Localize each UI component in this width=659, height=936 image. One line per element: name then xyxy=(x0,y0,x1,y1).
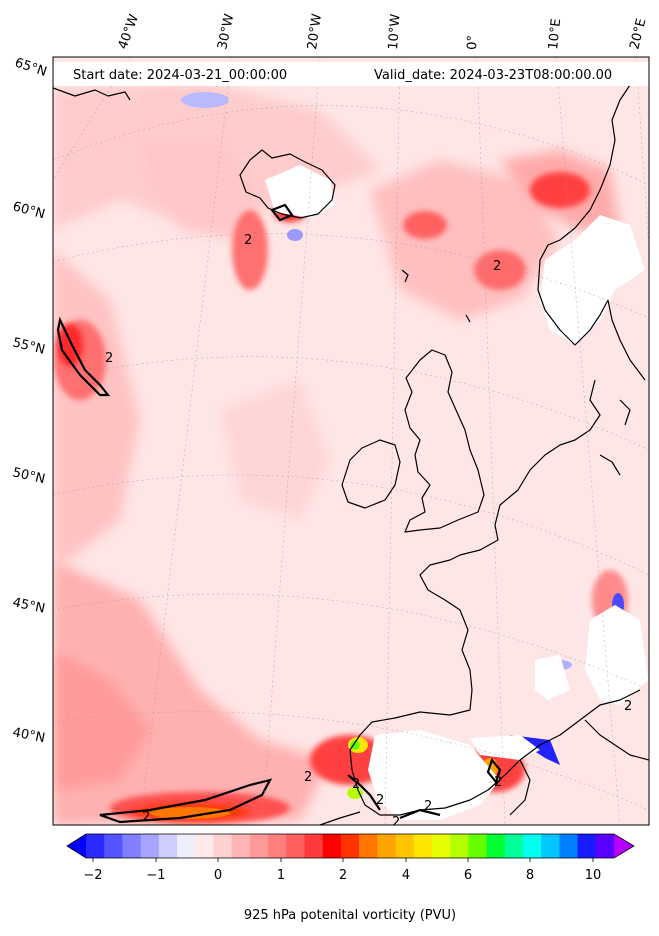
colorbar-cell xyxy=(249,834,269,858)
colorbar-tick-label: −2 xyxy=(83,868,102,883)
land-masks xyxy=(265,165,648,820)
colorbar-cell xyxy=(322,834,342,858)
colorbar-tick-label: 8 xyxy=(526,868,534,883)
lon-label: 0° xyxy=(465,35,481,50)
colorbar-cell xyxy=(486,834,506,858)
colorbar-cell xyxy=(140,834,160,858)
lon-label: 10°E xyxy=(546,18,564,51)
contour-label: 2 xyxy=(493,259,501,274)
latitude-labels: 65°N 60°N 55°N 50°N 45°N 40°N xyxy=(11,56,49,747)
graticule xyxy=(53,57,649,825)
colorbar-cell xyxy=(413,834,433,858)
contour-label: 2 xyxy=(424,799,432,814)
colorbar-cell xyxy=(359,834,378,858)
colorbar-cells xyxy=(86,834,615,858)
colorbar-tick-label: 4 xyxy=(402,868,410,883)
colorbar-cell xyxy=(86,834,105,858)
colorbar-cell xyxy=(431,834,451,858)
contour-label: 2 xyxy=(105,351,113,366)
contour-label: 2 xyxy=(494,775,502,790)
colorbar-cell xyxy=(213,834,233,858)
lat-label: 60°N xyxy=(11,199,47,222)
contour-label: 2 xyxy=(142,810,150,825)
colorbar-cell xyxy=(522,834,542,858)
colorbar-cell xyxy=(304,834,324,858)
colorbar-extend-right xyxy=(614,834,634,858)
alps-mask xyxy=(585,605,648,705)
colorbar-cell xyxy=(177,834,196,858)
colorbar-cell xyxy=(122,834,142,858)
colorbar-cell xyxy=(104,834,124,858)
map-panel: 2 2 2 2 2 2 2 2 2 2 2 xyxy=(53,57,649,830)
colorbar-outline xyxy=(66,833,635,859)
colorbar-tick-label: 6 xyxy=(464,868,472,883)
colorbar-tick-label: −1 xyxy=(146,868,165,883)
colorbar-cell xyxy=(395,834,415,858)
colorbar-cell xyxy=(377,834,397,858)
pv-2-contours xyxy=(56,203,502,824)
colorbar-cell xyxy=(340,834,360,858)
valid-date-label: Valid_date: 2024-03-23T08:00:00.00 xyxy=(374,68,612,83)
lat-label: 50°N xyxy=(11,465,46,487)
contour-label: 2 xyxy=(376,793,384,808)
coastlines xyxy=(53,69,649,825)
colorbar-cell xyxy=(577,834,597,858)
colorbar-cell xyxy=(158,834,178,858)
colorbar-cell xyxy=(559,834,579,858)
colorbar-tick-label: 10 xyxy=(585,868,602,883)
contour-label: 2 xyxy=(392,815,400,830)
colorbar-cell xyxy=(468,834,488,858)
iberia-mask-2 xyxy=(470,735,540,760)
lon-label: 20°W xyxy=(305,13,325,51)
lat-label: 45°N xyxy=(11,595,46,616)
contour-label: 2 xyxy=(304,770,312,785)
lon-label: 20°E xyxy=(627,17,649,51)
contour-label: 2 xyxy=(624,699,632,714)
header-band xyxy=(53,62,649,86)
contour-labels: 2 2 2 2 2 2 2 2 2 2 2 xyxy=(105,233,632,830)
start-date-label: Start date: 2024-03-21_00:00:00 xyxy=(73,68,287,83)
norway-mask xyxy=(540,215,645,345)
colorbar-tick-label: 0 xyxy=(214,868,222,883)
colorbar-title: 925 hPa potenital vorticity (PVU) xyxy=(244,908,456,923)
colorbar-cell xyxy=(595,834,615,858)
iceland-mask xyxy=(265,165,335,218)
colorbar-cell xyxy=(268,834,287,858)
colorbar-cell xyxy=(541,834,560,858)
colorbar-tick-labels: −2 −1 0 1 2 4 6 8 10 xyxy=(83,868,601,883)
vorticity-maxima xyxy=(54,172,628,824)
lat-label: 65°N xyxy=(13,56,49,80)
colorbar-tick-label: 2 xyxy=(339,868,347,883)
colorbar-cell xyxy=(195,834,215,858)
colorbar-ticks xyxy=(92,858,594,862)
colorbar-cell xyxy=(504,834,524,858)
colorbar-cell xyxy=(231,834,251,858)
lon-label: 30°W xyxy=(215,12,237,50)
longitude-labels: 40°W 30°W 20°W 10°W 0° 10°E 20°E xyxy=(116,12,650,51)
alps-mask-2 xyxy=(535,655,570,700)
colorbar-tick-label: 1 xyxy=(277,868,285,883)
map-frame xyxy=(52,56,650,826)
colorbar-cell xyxy=(450,834,469,858)
colorbar-extend-left xyxy=(67,834,86,858)
lat-label: 55°N xyxy=(11,335,46,357)
contour-label: 2 xyxy=(352,777,360,792)
contour-label: 2 xyxy=(244,233,252,248)
iberia-mask xyxy=(368,730,500,820)
lon-label: 10°W xyxy=(386,13,403,50)
lon-label: 40°W xyxy=(116,12,142,51)
colorbar: −2 −1 0 1 2 4 6 8 10 925 hPa potenital v… xyxy=(66,833,635,923)
lat-label: 40°N xyxy=(11,725,46,746)
colorbar-cell xyxy=(286,834,306,858)
